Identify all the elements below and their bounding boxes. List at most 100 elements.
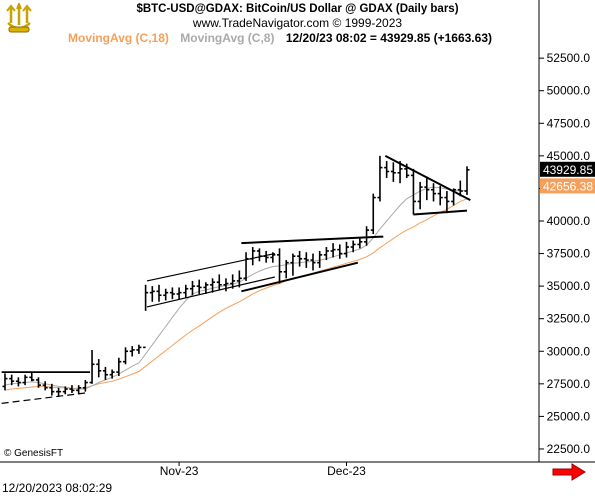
y-tick-label: 37500.0	[547, 247, 591, 261]
y-tick-label: 30000.0	[547, 344, 591, 358]
range-bottom-line	[1, 392, 86, 404]
ohlc-bar	[49, 383, 55, 396]
ohlc-bar	[417, 181, 423, 210]
ohlc-bar	[277, 248, 283, 284]
data-credit: © GenesisFT	[4, 448, 64, 459]
chart-legend: MovingAvg (C,18) MovingAvg (C,8) 12/20/2…	[68, 31, 500, 45]
ohlc-bar	[410, 168, 416, 215]
last-price-tag-label: 43929.85	[543, 163, 593, 177]
x-tick-label: Dec-23	[327, 464, 366, 478]
ohlc-bar	[350, 240, 356, 253]
ohlc-bar	[22, 374, 28, 386]
ohlc-bar	[303, 252, 309, 268]
ohlc-bar	[370, 193, 376, 235]
legend-quote: 12/20/23 08:02 = 43929.85 (+1663.63)	[285, 31, 492, 45]
last-price-tag: 43929.85	[540, 161, 595, 177]
ma8-line-group	[4, 186, 468, 390]
y-tick-label: 47500.0	[547, 116, 591, 130]
ma18-price-tag-bg	[540, 178, 595, 194]
red-arrow-right-icon[interactable]	[552, 463, 586, 481]
ohlc-bar	[330, 243, 336, 258]
ohlc-bar	[42, 381, 48, 391]
ohlc-bar	[297, 250, 303, 267]
ohlc-bar	[176, 287, 182, 300]
ohlc-bar	[384, 161, 390, 178]
legend-ma8: MovingAvg (C,8)	[180, 31, 275, 45]
y-tick-label: 50000.0	[547, 84, 591, 98]
last-price-tag-bg	[540, 161, 595, 177]
ohlc-bar	[464, 166, 470, 195]
flag-lower-line-2	[241, 261, 359, 293]
trident-logo-icon	[6, 3, 32, 33]
ohlc-bar	[290, 253, 296, 276]
ohlc-bar	[377, 155, 383, 202]
y-tick-label: 35000.0	[547, 279, 591, 293]
triangle-upper-line	[384, 154, 471, 202]
y-tick-label: 45000.0	[547, 149, 591, 163]
ohlc-bar	[364, 226, 370, 246]
ohlc-bar	[317, 250, 323, 268]
chart-title: $BTC-USD@GDAX: BitCoin/US Dollar @ GDAX …	[136, 3, 459, 15]
ohlc-bar	[62, 386, 68, 395]
ohlc-bar	[236, 270, 242, 288]
price-bars	[2, 155, 470, 397]
ohlc-bar	[256, 248, 262, 262]
ohlc-bar	[283, 260, 289, 279]
flag-lower-line-1	[146, 276, 275, 308]
ohlc-bar	[250, 247, 256, 266]
y-tick-label: 27500.0	[547, 377, 591, 391]
ohlc-bar	[223, 278, 229, 292]
ohlc-bar	[82, 379, 88, 392]
y-tick-label: 40000.0	[547, 214, 591, 228]
ohlc-bar	[163, 288, 169, 301]
ohlc-bar	[69, 385, 75, 393]
ohlc-bar	[9, 374, 15, 386]
ohlc-bar	[183, 284, 189, 298]
ohlc-bar	[263, 250, 269, 263]
ohlc-bar	[390, 162, 396, 182]
ohlc-bar	[89, 349, 95, 384]
y-tick-label: 22500.0	[547, 442, 591, 456]
ohlc-bar	[15, 377, 21, 387]
ohlc-bar	[129, 346, 135, 357]
ohlc-bar	[310, 253, 316, 271]
ohlc-bar	[56, 387, 62, 397]
y-tick-label: 25000.0	[547, 409, 591, 423]
ohlc-bar	[203, 282, 209, 294]
ohlc-bar	[189, 280, 195, 296]
ohlc-bar	[102, 366, 108, 380]
price-tags: 43929.85 42656.38	[540, 161, 595, 194]
ohlc-bar	[437, 185, 443, 206]
ohlc-bar	[397, 161, 403, 184]
legend-ma18: MovingAvg (C,18)	[68, 31, 169, 45]
ohlc-bar	[424, 176, 430, 201]
ohlc-bar	[243, 252, 249, 281]
chart-subtitle: www.TradeNavigator.com © 1999-2023	[192, 16, 403, 30]
ohlc-bar	[156, 284, 162, 302]
ohlc-bar	[343, 241, 349, 258]
triangle-lower-line	[413, 209, 468, 216]
ohlc-bar	[109, 369, 115, 379]
ohlc-bar	[143, 284, 149, 349]
ohlc-bar	[357, 237, 363, 249]
flag-upper-line-1	[146, 252, 275, 282]
ohlc-bar	[123, 347, 129, 365]
ohlc-bar	[29, 372, 35, 382]
ohlc-bar	[444, 191, 450, 214]
ma18-line	[4, 198, 468, 391]
x-tick-label: Nov-23	[160, 464, 199, 478]
ohlc-bar	[457, 180, 463, 197]
ohlc-bar	[337, 244, 343, 259]
ohlc-bar	[2, 373, 8, 391]
ohlc-bar	[196, 279, 202, 294]
y-tick-label: 32500.0	[547, 312, 591, 326]
ma8-line	[4, 186, 468, 390]
axes: 22500.0 25000.0 27500.0 30000.0 32500.0 35000…	[0, 0, 595, 478]
ma18-price-tag: 42656.38	[540, 178, 595, 194]
ohlc-bar	[210, 278, 216, 293]
ma18-price-tag-label: 42656.38	[543, 179, 593, 193]
flag-upper-line-2	[241, 235, 384, 245]
ohlc-bar	[149, 286, 155, 302]
ohlc-bar	[96, 359, 102, 378]
